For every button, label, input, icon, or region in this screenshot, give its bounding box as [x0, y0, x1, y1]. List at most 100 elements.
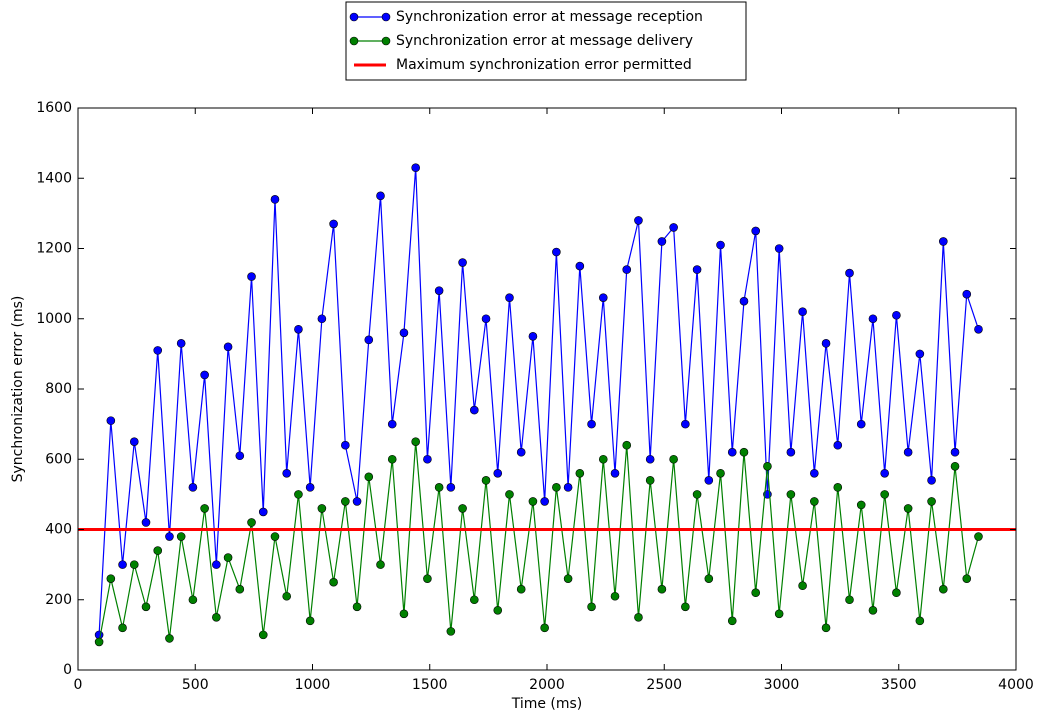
point [622, 265, 632, 274]
point [950, 461, 960, 471]
point [892, 588, 901, 598]
point [247, 272, 256, 281]
x-tick-label: 500 [182, 677, 209, 693]
point [470, 595, 479, 605]
point [106, 574, 116, 583]
point [727, 447, 737, 457]
point [880, 490, 889, 499]
point [223, 342, 233, 352]
point [364, 335, 374, 345]
point [118, 623, 127, 633]
point [329, 219, 338, 229]
point [786, 447, 796, 457]
point [833, 483, 843, 492]
point [798, 307, 807, 317]
point [153, 346, 163, 355]
point [634, 613, 643, 622]
point [516, 447, 526, 457]
x-tick-label: 1000 [295, 677, 331, 693]
point [645, 454, 655, 464]
point [833, 440, 843, 450]
point [505, 293, 514, 302]
point [235, 451, 245, 461]
x-tick-label: 1500 [412, 677, 448, 693]
y-tick-label: 1400 [36, 170, 72, 186]
point [763, 461, 772, 471]
point [821, 339, 831, 348]
point [294, 490, 303, 499]
point [610, 468, 620, 478]
point [270, 532, 280, 541]
y-axis-label: Synchronization error (ms) [10, 296, 26, 483]
y-tick-label: 200 [45, 592, 72, 608]
point [423, 454, 432, 464]
x-tick-label: 3500 [881, 677, 917, 693]
point [387, 419, 397, 429]
legend-label: Synchronization error at message deliver… [396, 33, 693, 49]
point [856, 419, 866, 429]
point [716, 468, 725, 478]
point [552, 247, 561, 257]
point [434, 483, 444, 492]
point [704, 574, 714, 583]
point [434, 286, 444, 295]
legend-label: Maximum synchronization error permitted [396, 57, 692, 73]
point [223, 553, 233, 562]
point [727, 616, 737, 626]
point [739, 296, 749, 306]
point [903, 447, 913, 457]
legend-label: Synchronization error at message recepti… [396, 9, 703, 25]
point [868, 605, 878, 615]
point [903, 504, 913, 513]
point [258, 507, 268, 517]
point [692, 490, 702, 499]
point [106, 416, 116, 425]
point [974, 532, 983, 541]
point [317, 504, 327, 513]
point [657, 237, 667, 246]
legend-marker [381, 12, 391, 22]
point [751, 226, 761, 236]
point [950, 447, 960, 457]
point [176, 339, 186, 348]
x-tick-label: 2000 [529, 677, 565, 693]
y-tick-label: 600 [45, 451, 72, 467]
point [118, 560, 127, 569]
point [235, 584, 245, 594]
point [892, 310, 901, 320]
point [341, 497, 350, 506]
point [915, 349, 925, 359]
y-tick-label: 800 [45, 381, 72, 397]
point [446, 483, 456, 492]
point [681, 602, 690, 612]
point [458, 504, 467, 513]
point [282, 468, 292, 478]
point [376, 560, 385, 569]
point [563, 574, 573, 583]
point [341, 440, 350, 450]
point [481, 314, 491, 324]
point [786, 490, 796, 499]
point [645, 476, 655, 485]
point [528, 332, 538, 341]
point [634, 216, 643, 225]
point [129, 560, 139, 569]
series [94, 163, 983, 640]
point [669, 223, 678, 232]
point [552, 483, 561, 492]
point [610, 591, 620, 601]
point [423, 574, 432, 583]
point [915, 616, 925, 626]
y-tick-label: 1000 [36, 311, 72, 327]
point [692, 265, 702, 274]
x-axis-label: Time (ms) [511, 696, 583, 712]
point [387, 454, 397, 464]
point [481, 476, 491, 485]
point [798, 581, 807, 591]
point [188, 595, 198, 605]
point [376, 191, 385, 201]
point [774, 609, 784, 619]
point [458, 258, 467, 267]
point [540, 623, 549, 633]
